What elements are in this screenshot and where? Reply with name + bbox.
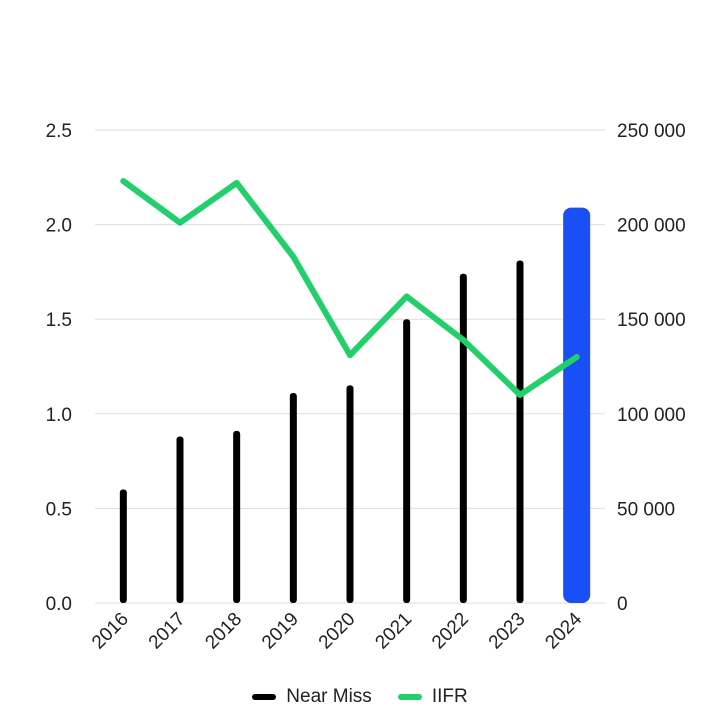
x-tick-label: 2023 <box>485 609 530 654</box>
x-tick-label: 2017 <box>145 609 190 654</box>
bar-near-miss <box>233 430 241 603</box>
x-axis: 2016 2017 2018 2019 2020 2021 2022 2023 2024 <box>88 608 586 653</box>
bar-near-miss <box>176 436 184 603</box>
x-tick-label: 2018 <box>201 609 246 654</box>
iifr-point <box>347 352 353 359</box>
legend-item-near-miss[interactable]: Near Miss <box>252 686 372 708</box>
bar-near-miss <box>403 319 411 603</box>
y-left-tick-label: 0.5 <box>46 499 72 520</box>
legend-label-near-miss: Near Miss <box>286 686 372 707</box>
bar-near-miss <box>289 392 297 603</box>
y-left-tick-label: 1.0 <box>46 405 72 426</box>
iifr-line-layer <box>120 178 580 398</box>
x-tick-label: 2016 <box>88 609 133 654</box>
y-right-tick-label: 200 000 <box>617 216 686 237</box>
legend-item-iifr[interactable]: IIFR <box>397 686 468 708</box>
iifr-point <box>573 354 580 361</box>
x-tick-label: 2022 <box>428 609 473 654</box>
y-right-tick-label: 100 000 <box>617 405 686 426</box>
y-right-tick-label: 150 000 <box>617 310 686 331</box>
x-tick-label: 2019 <box>258 609 303 654</box>
y-left-tick-label: 2.5 <box>46 121 72 142</box>
legend-label-iifr: IIFR <box>431 686 468 707</box>
y-left-tick-label: 0.0 <box>46 594 72 615</box>
iifr-point <box>177 219 183 226</box>
legend: Near Miss IIFR <box>0 686 720 708</box>
iifr-point <box>517 391 523 398</box>
bar-near-miss <box>516 260 524 603</box>
y-right-tick-label: 250 000 <box>617 121 686 142</box>
bar-near-miss <box>459 273 467 603</box>
left-axis: 0.0 0.5 1.0 1.5 2.0 2.5 <box>46 121 72 615</box>
iifr-point <box>233 179 240 186</box>
right-axis: 0 50 000 100 000 150 000 200 000 250 000 <box>617 121 686 615</box>
iifr-point <box>290 253 297 260</box>
chart: 0.0 0.5 1.0 1.5 2.0 2.5 0 50 000 100 000 150 000… <box>46 121 686 653</box>
iifr-point <box>120 178 127 185</box>
iifr-point <box>403 293 410 300</box>
near-miss-bars <box>119 207 591 603</box>
y-left-tick-label: 2.0 <box>46 216 72 237</box>
x-tick-label: 2020 <box>315 609 360 654</box>
iifr-point <box>460 337 467 344</box>
bar-near-miss <box>119 489 127 603</box>
x-tick-label: 2024 <box>541 608 586 653</box>
x-tick-label: 2021 <box>371 609 416 654</box>
bar-near-miss <box>563 207 591 603</box>
y-left-tick-label: 1.5 <box>46 310 72 331</box>
bar-near-miss <box>346 385 354 603</box>
y-right-tick-label: 50 000 <box>617 499 675 520</box>
legend-swatch-iifr <box>397 694 422 700</box>
iifr-line <box>120 178 580 398</box>
y-right-tick-label: 0 <box>617 594 628 615</box>
legend-swatch-near-miss <box>252 694 277 700</box>
